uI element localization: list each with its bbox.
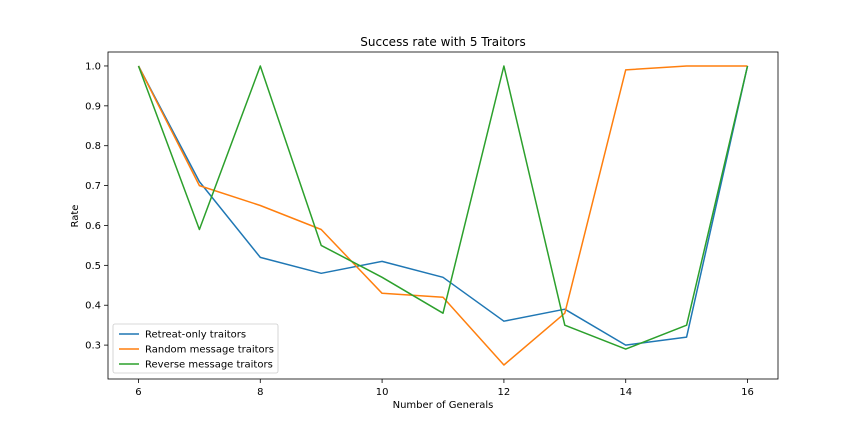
legend-box bbox=[112, 323, 279, 374]
y-tick-label: 0.7 bbox=[85, 181, 101, 192]
y-tick-label: 1.0 bbox=[85, 61, 101, 72]
x-tick-label: 10 bbox=[376, 387, 389, 398]
x-axis-label: Number of Generals bbox=[393, 400, 494, 411]
y-axis-label: Rate bbox=[70, 205, 81, 228]
chart-title: Success rate with 5 Traitors bbox=[360, 35, 525, 49]
x-tick-label: 14 bbox=[619, 387, 632, 398]
y-tick-label: 0.4 bbox=[85, 301, 101, 312]
x-tick-label: 6 bbox=[135, 387, 141, 398]
x-tick-label: 12 bbox=[498, 387, 511, 398]
plot-area bbox=[107, 51, 779, 380]
y-tick-label: 0.3 bbox=[85, 341, 101, 352]
y-tick-label: 0.6 bbox=[85, 221, 101, 232]
legend: Retreat-only traitors Random message trai… bbox=[112, 323, 279, 374]
legend-label: Retreat-only traitors bbox=[145, 330, 246, 341]
y-axis: 0.3 0.4 0.5 0.6 0.7 0.8 0.9 1.0 bbox=[85, 61, 108, 352]
legend-label: Reverse message traitors bbox=[145, 360, 273, 371]
x-tick-label: 16 bbox=[741, 387, 754, 398]
x-tick-label: 8 bbox=[257, 387, 263, 398]
legend-label: Random message traitors bbox=[145, 345, 274, 356]
y-tick-label: 0.8 bbox=[85, 141, 101, 152]
series-line-2 bbox=[137, 65, 748, 366]
series-layer bbox=[137, 65, 749, 366]
y-tick-label: 0.5 bbox=[85, 261, 101, 272]
y-tick-label: 0.9 bbox=[85, 101, 101, 112]
series-line-3 bbox=[137, 65, 749, 350]
series-line-1 bbox=[137, 65, 749, 346]
x-axis: 6 8 10 12 14 16 bbox=[135, 379, 754, 398]
